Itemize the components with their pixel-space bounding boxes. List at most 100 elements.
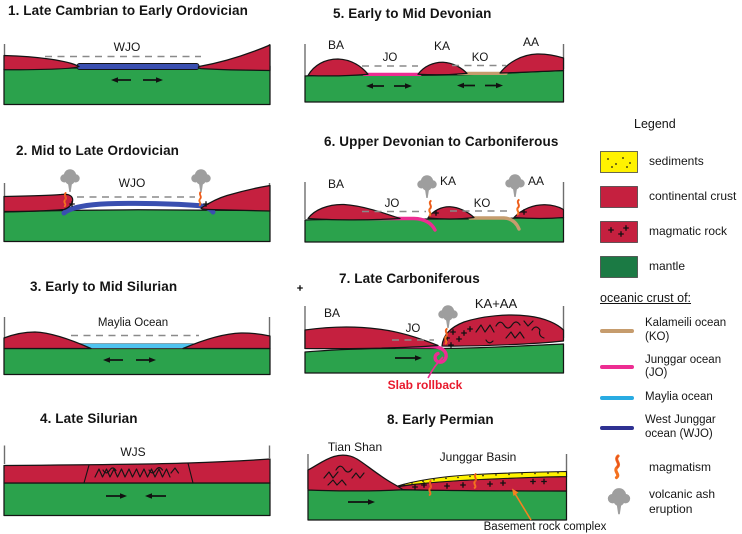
label-basement-rock-complex: Basement rock complex bbox=[484, 521, 607, 533]
panel-1-title: 1. Late Cambrian to Early Ordovician bbox=[8, 3, 248, 18]
maylia-ocean-swatch bbox=[600, 395, 634, 400]
mantle bbox=[3, 65, 271, 106]
continental-block-aa bbox=[499, 53, 565, 74]
panel-1-diagram: WJO bbox=[3, 40, 271, 106]
panel-6-diagram: BA JO KA KO AA bbox=[304, 174, 565, 243]
basement-pointer-line bbox=[513, 491, 532, 521]
label-ba: BA bbox=[328, 38, 344, 52]
mantle-flow-arrow bbox=[348, 499, 375, 505]
west-junggar-ocean-swatch bbox=[600, 425, 634, 430]
panel-6-title: 6. Upper Devonian to Carboniferous bbox=[324, 134, 559, 149]
mantle bbox=[3, 482, 271, 517]
legend-item-west-junggar-ocean: West Junggar ocean (WJO) bbox=[600, 414, 742, 442]
mantle-flow-arrow bbox=[395, 355, 422, 361]
magmatism-squiggle bbox=[516, 198, 521, 216]
sediments-layer bbox=[395, 470, 568, 488]
volcanic-ash-cloud bbox=[417, 175, 437, 198]
label-tian-shan: Tian Shan bbox=[328, 440, 382, 454]
legend-label: volcanic ash eruption bbox=[649, 487, 716, 516]
volcanic-ash-cloud bbox=[505, 174, 525, 197]
divergence-arrows bbox=[366, 82, 503, 89]
legend-label: mantle bbox=[649, 259, 686, 274]
legend-item-volcanic-ash: volcanic ash eruption bbox=[600, 486, 742, 518]
oceanic-crust-jo-subducting bbox=[364, 216, 437, 232]
continental-crust-right bbox=[200, 184, 271, 212]
continental-block-ka bbox=[427, 206, 475, 220]
legend-item-magmatism: magmatism bbox=[600, 454, 742, 480]
legend-label: Kalameili ocean (KO) bbox=[645, 317, 727, 343]
label-ka-aa: KA+AA bbox=[475, 296, 518, 311]
legend-label: sediments bbox=[649, 154, 704, 169]
volcanic-ash-eruption-icon bbox=[607, 487, 631, 515]
panel-7-diagram: BA JO KA+AA Slab rollback bbox=[296, 284, 565, 392]
fold-structures bbox=[323, 465, 365, 486]
magmatism-squiggle bbox=[63, 192, 67, 208]
label-ko: KO bbox=[472, 52, 489, 64]
label-aa: AA bbox=[528, 174, 544, 188]
mantle bbox=[3, 209, 271, 243]
label-wjo: WJO bbox=[114, 40, 141, 54]
legend-title: Legend bbox=[634, 117, 676, 131]
panel-7-title: 7. Late Carboniferous bbox=[339, 271, 480, 286]
junggar-ocean-swatch bbox=[600, 365, 634, 370]
mantle-swatch bbox=[600, 256, 638, 278]
label-wjo: WJO bbox=[119, 176, 146, 190]
continental-crust-swatch bbox=[600, 186, 638, 208]
oceanic-crust-maylia bbox=[74, 343, 196, 349]
divergence-arrows bbox=[103, 357, 156, 363]
label-ko: KO bbox=[474, 198, 491, 210]
fold-structures bbox=[94, 467, 180, 478]
panel-8-title: 8. Early Permian bbox=[387, 412, 494, 427]
legend: Legend sediments continental crust bbox=[600, 113, 742, 524]
label-maylia-ocean: Maylia Ocean bbox=[98, 317, 168, 329]
label-wjs: WJS bbox=[120, 445, 145, 459]
label-jo: JO bbox=[406, 323, 421, 335]
label-slab-rollback: Slab rollback bbox=[388, 378, 463, 392]
magmatism-squiggle bbox=[473, 473, 477, 489]
continental-block-ba bbox=[304, 326, 439, 350]
magmatic-rock-swatch bbox=[600, 221, 638, 243]
legend-label: Maylia ocean bbox=[645, 390, 713, 403]
convergence-arrows bbox=[106, 493, 166, 499]
panel-5-title: 5. Early to Mid Devonian bbox=[333, 6, 492, 21]
panel-2-title: 2. Mid to Late Ordovician bbox=[16, 143, 180, 158]
continental-block-ba bbox=[307, 58, 369, 77]
panel-8-diagram: Tian Shan Junggar Basin Basement rock co… bbox=[307, 440, 607, 533]
continental-crust-right bbox=[197, 44, 271, 72]
continental-block-ka-aa bbox=[441, 314, 565, 347]
legend-item-continental-crust: continental crust bbox=[600, 186, 742, 208]
legend-label: magmatic rock bbox=[649, 224, 728, 239]
mantle bbox=[3, 347, 271, 376]
legend-label: continental crust bbox=[649, 189, 737, 204]
slab-rollback-pointer bbox=[427, 356, 444, 379]
legend-label: Junggar ocean (JO) bbox=[645, 353, 722, 380]
volcanic-ash-cloud bbox=[438, 305, 458, 328]
basement-pointer-head bbox=[512, 488, 519, 496]
section-walls bbox=[3, 445, 271, 464]
label-aa: AA bbox=[523, 35, 539, 49]
continental-block-ka bbox=[417, 61, 468, 76]
volcanic-ash-cloud bbox=[60, 169, 80, 192]
label-ka: KA bbox=[440, 174, 456, 188]
label-ba: BA bbox=[324, 306, 340, 320]
panel-3-diagram: Maylia Ocean bbox=[3, 317, 271, 376]
legend-item-magmatic-rock: magmatic rock bbox=[600, 221, 742, 243]
continental-block-aa bbox=[513, 204, 565, 220]
legend-label: West Junggar ocean (WJO) bbox=[645, 414, 716, 440]
legend-oceanic-crust-heading: oceanic crust of: bbox=[600, 291, 692, 305]
label-ba: BA bbox=[328, 177, 344, 191]
continental-crust-right bbox=[182, 332, 271, 350]
sediment-dots bbox=[403, 472, 559, 486]
oceanic-crust-jo-slab-rollback bbox=[394, 344, 448, 364]
panel-5-diagram: BA JO KA KO AA bbox=[304, 35, 565, 103]
label-jo: JO bbox=[383, 52, 398, 64]
legend-item-sediments: sediments bbox=[600, 151, 742, 173]
continental-crust-left bbox=[3, 54, 80, 71]
sediments-swatch bbox=[600, 151, 638, 173]
continental-crust-left bbox=[3, 331, 92, 350]
panel-3-title: 3. Early to Mid Silurian bbox=[30, 279, 178, 294]
panel-2-diagram: WJO bbox=[3, 169, 271, 243]
legend-item-mantle: mantle bbox=[600, 256, 742, 278]
magmatism-squiggle bbox=[428, 199, 433, 217]
legend-item-kalameili-ocean: Kalameili ocean (KO) bbox=[600, 317, 742, 345]
